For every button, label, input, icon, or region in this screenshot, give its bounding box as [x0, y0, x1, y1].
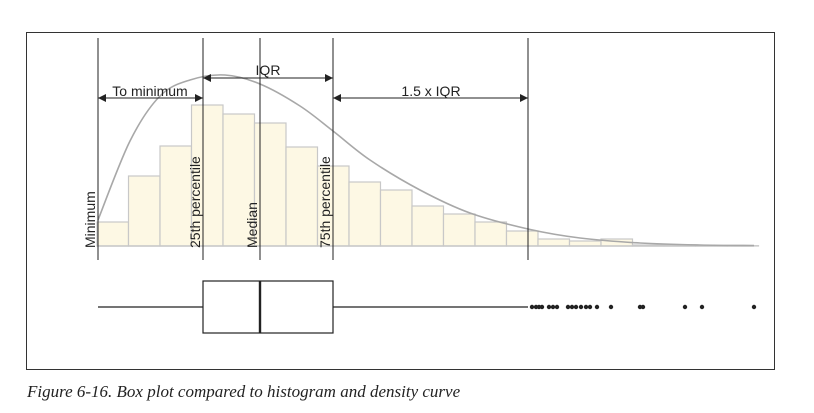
outlier-point	[587, 304, 593, 310]
outlier-point	[682, 304, 688, 310]
outlier-point	[550, 304, 556, 310]
label-75th-percentile: 75th percentile	[317, 156, 333, 248]
guide-lines	[97, 38, 529, 260]
outlier-point	[640, 304, 646, 310]
label-1-5-iqr: 1.5 x IQR	[401, 83, 460, 99]
outlier-point	[565, 304, 571, 310]
density-curve	[97, 74, 755, 247]
outlier-point	[529, 304, 535, 310]
arrow-iqr	[203, 74, 333, 82]
arrow-1-5-iqr	[333, 94, 528, 102]
label-median: Median	[244, 202, 260, 248]
outlier-point	[554, 304, 560, 310]
outlier-point	[573, 304, 579, 310]
arrow-1-5-iqr-head-right	[520, 94, 528, 102]
histogram-bar	[96, 221, 130, 247]
histogram-bar	[537, 238, 571, 247]
outlier-point	[699, 304, 705, 310]
outlier-point	[578, 304, 584, 310]
arrow-1-5-iqr-head-left	[333, 94, 341, 102]
outlier-point	[594, 304, 600, 310]
outlier-point	[608, 304, 614, 310]
iqr-box	[202, 280, 334, 334]
histogram-bar	[474, 221, 508, 247]
label-minimum: Minimum	[82, 191, 98, 248]
histogram-bar	[348, 181, 382, 247]
histogram-bar	[127, 175, 161, 247]
arrow-to-minimum	[98, 94, 203, 102]
density-curve-group	[97, 74, 755, 247]
label-iqr: IQR	[256, 62, 281, 78]
label-25th-percentile: 25th percentile	[187, 156, 203, 248]
histogram-bar	[190, 104, 224, 247]
histogram-bar	[505, 230, 539, 247]
histogram	[96, 104, 760, 247]
outlier-point	[546, 304, 552, 310]
histogram-bar	[411, 205, 445, 247]
histogram-bar	[442, 213, 476, 247]
outlier-point	[539, 304, 545, 310]
box-plot	[98, 280, 757, 334]
histogram-bar	[379, 189, 413, 247]
outlier-point	[751, 304, 757, 310]
histogram-bar	[285, 146, 319, 247]
figure-caption: Figure 6-16. Box plot compared to histog…	[27, 382, 461, 401]
range-arrows	[98, 74, 528, 102]
figure-frame	[26, 32, 775, 370]
arrow-iqr-head-left	[203, 74, 211, 82]
arrow-iqr-head-right	[325, 74, 333, 82]
arrow-to-minimum-head-right	[195, 94, 203, 102]
outlier-point	[583, 304, 589, 310]
label-to-minimum: To minimum	[112, 83, 187, 99]
outlier-point	[569, 304, 575, 310]
arrow-to-minimum-head-left	[98, 94, 106, 102]
